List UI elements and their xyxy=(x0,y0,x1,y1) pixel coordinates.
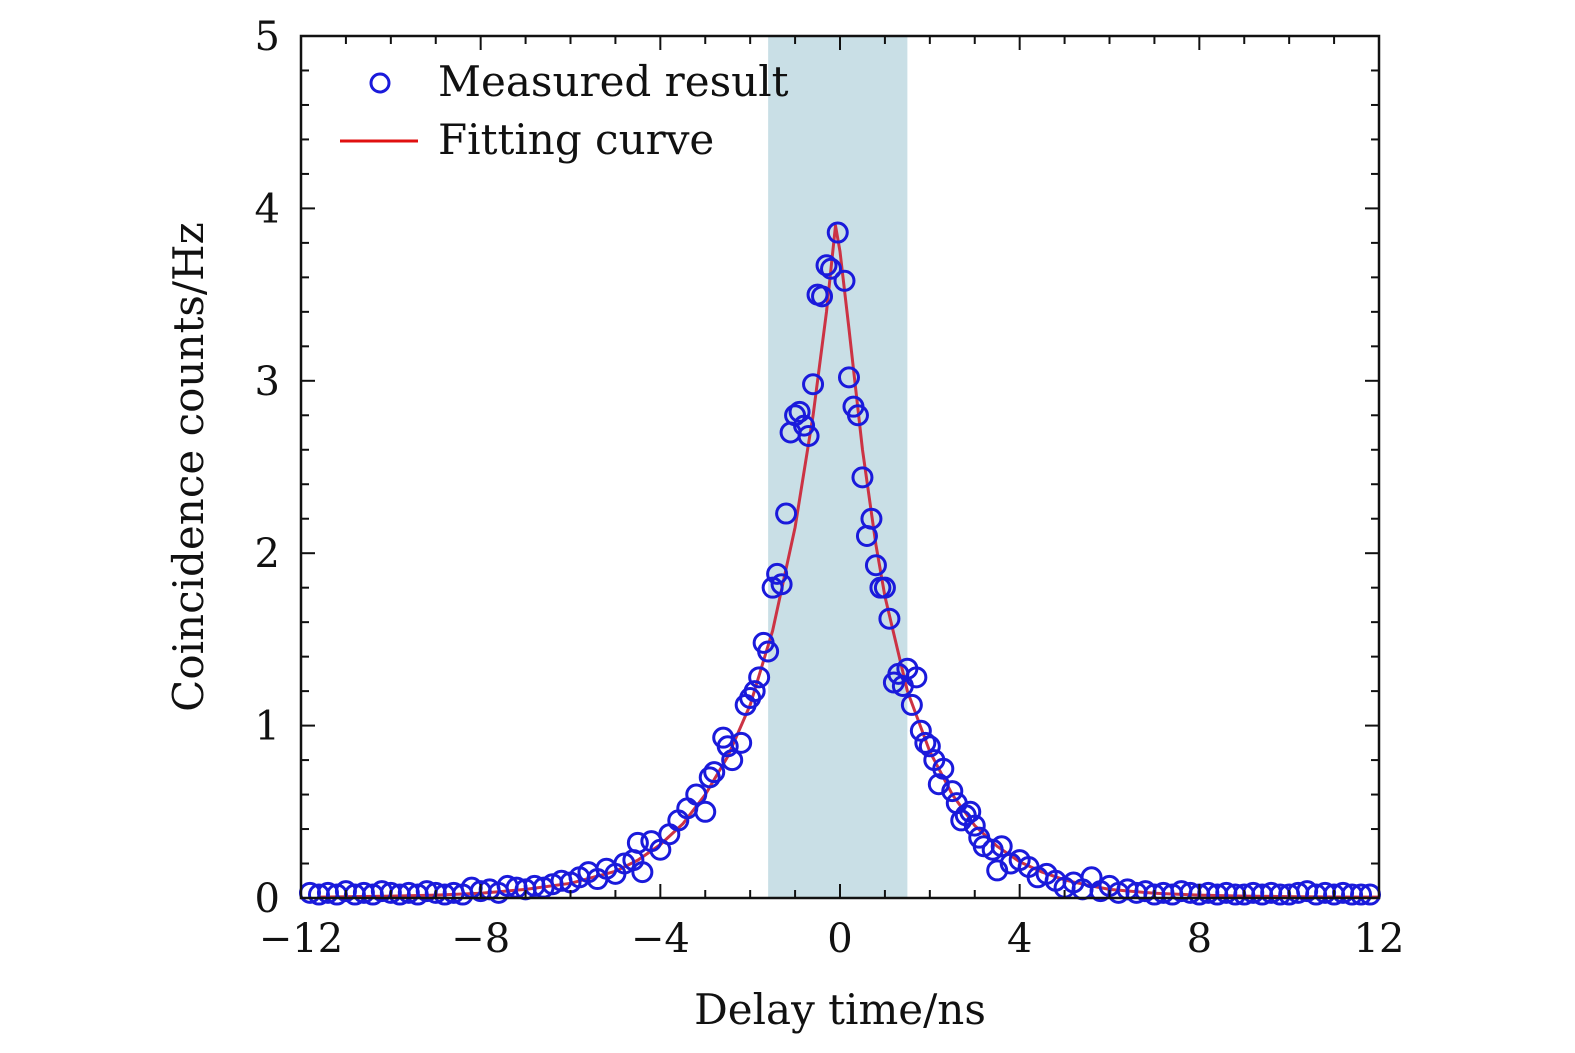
measured-point xyxy=(860,507,883,530)
measured-point xyxy=(658,823,681,846)
measured-point xyxy=(851,466,874,489)
measured-point xyxy=(716,735,739,758)
measured-point xyxy=(941,780,964,803)
measured-point xyxy=(932,757,955,780)
x-tick-label: 12 xyxy=(1354,916,1405,962)
measured-point xyxy=(990,835,1013,858)
y-axis-title: Coincidence counts/Hz xyxy=(164,222,213,712)
measured-point xyxy=(698,766,721,789)
measured-point xyxy=(802,373,825,396)
measured-point xyxy=(743,680,766,703)
x-tick-label: 8 xyxy=(1187,916,1212,962)
measured-point xyxy=(626,831,649,854)
x-tick-label: −12 xyxy=(259,916,343,962)
measured-point xyxy=(820,257,843,280)
y-tick-label: 2 xyxy=(255,531,280,577)
legend-label-fit: Fitting curve xyxy=(438,115,714,164)
measured-point xyxy=(963,814,986,837)
measured-point xyxy=(905,666,928,689)
measured-point xyxy=(757,640,780,663)
measured-point xyxy=(811,285,834,308)
measured-point xyxy=(721,749,744,772)
measured-point xyxy=(837,366,860,389)
measured-point xyxy=(748,666,771,689)
measured-point xyxy=(730,731,753,754)
highlight-band xyxy=(768,36,908,898)
measured-point xyxy=(766,562,789,585)
x-axis-title: Delay time/ns xyxy=(694,985,986,1034)
measured-point xyxy=(770,573,793,596)
measured-point xyxy=(797,424,820,447)
measured-point xyxy=(833,269,856,292)
y-tick-label: 1 xyxy=(255,704,280,750)
measured-point xyxy=(918,735,941,758)
x-tick-label: 0 xyxy=(827,916,852,962)
measured-point xyxy=(775,502,798,525)
measured-point xyxy=(900,693,923,716)
x-tick-label: −8 xyxy=(451,916,510,962)
measured-point xyxy=(793,414,816,437)
measured-point xyxy=(846,404,869,427)
measured-point xyxy=(694,800,717,823)
legend-marker-measured xyxy=(369,72,391,94)
legend: Measured result Fitting curve xyxy=(340,57,789,164)
measured-point xyxy=(685,783,708,806)
measured-point xyxy=(927,773,950,796)
measured-point xyxy=(703,761,726,784)
measured-point xyxy=(1350,883,1373,906)
legend-label-measured: Measured result xyxy=(438,57,789,106)
measured-point xyxy=(959,800,982,823)
measured-point xyxy=(815,254,838,277)
measured-point xyxy=(986,859,1009,882)
y-tick-label: 5 xyxy=(255,14,280,60)
x-tick-label: −4 xyxy=(631,916,690,962)
measured-point xyxy=(631,861,654,884)
measured-point xyxy=(788,400,811,423)
measured-point xyxy=(878,607,901,630)
x-tick-label: 4 xyxy=(1007,916,1032,962)
measured-point xyxy=(826,221,849,244)
y-tick-label: 0 xyxy=(255,876,280,922)
measured-point xyxy=(864,554,887,577)
measured-point xyxy=(873,576,896,599)
y-tick-label: 4 xyxy=(255,186,280,232)
measured-point xyxy=(914,731,937,754)
y-tick-label: 3 xyxy=(255,359,280,405)
